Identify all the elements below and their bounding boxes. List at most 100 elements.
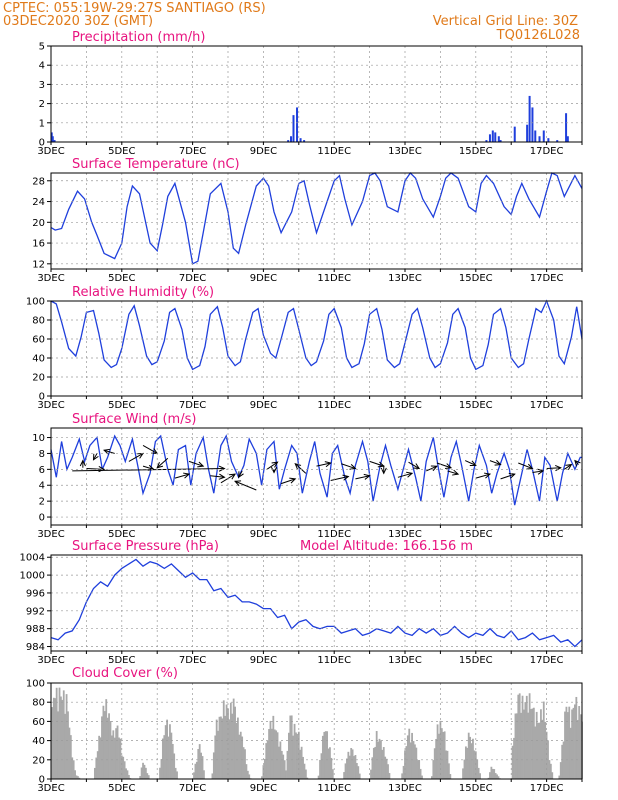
precip-bar-9: [485, 140, 488, 142]
wind-arrowhead-10: [197, 461, 205, 468]
cloud-bar-215: [489, 772, 491, 779]
cloud-bar-145: [331, 769, 334, 779]
cloud-bar-158: [370, 769, 372, 779]
cloud-bar-47: [140, 767, 143, 779]
cloud-bar-227: [517, 694, 520, 779]
cloud-bar-91: [235, 722, 238, 779]
cloud-bar-115: [279, 741, 282, 779]
cloud-bar-89: [232, 698, 235, 779]
cloud-bar-130: [300, 746, 303, 779]
cloud-bar-220: [496, 774, 498, 779]
cloud-xtick-6: 15DEC: [459, 783, 493, 794]
wind-xtick-6: 15DEC: [459, 529, 493, 540]
cloud-bar-28: [105, 699, 108, 779]
cloud-bar-63: [173, 753, 176, 779]
cloud-bar-225: [514, 713, 517, 779]
wind-arrow-26: [408, 461, 420, 469]
cloud-bar-70: [198, 744, 201, 779]
wind-xtick-7: 17DEC: [530, 529, 564, 540]
pres-xtick-2: 7DEC: [179, 655, 206, 666]
cloud-bar-248: [547, 740, 549, 779]
wind-xtick-5: 13DEC: [388, 529, 422, 540]
cloud-bar-170: [387, 764, 389, 779]
cloud-bar-81: [221, 718, 224, 779]
cloud-bar-216: [490, 766, 493, 779]
pressure-title: Surface Pressure (hPa): [72, 539, 219, 554]
precip-bar-7: [299, 138, 302, 142]
cloud-bar-80: [220, 716, 222, 779]
precip-bar-18: [531, 107, 534, 142]
cloud-bar-122: [289, 715, 292, 779]
cloud-bar-240: [535, 711, 538, 779]
cloud-bar-188: [432, 760, 435, 779]
cloud-bar-156: [357, 766, 360, 779]
cloud-bar-213: [479, 773, 481, 779]
precip-frame: [50, 45, 583, 143]
cloud-bar-246: [544, 721, 547, 779]
cloud-bar-259: [568, 706, 571, 779]
wind-arrow-20: [330, 476, 349, 481]
cloud-bar-79: [218, 716, 221, 779]
cloud-bar-137: [320, 753, 323, 779]
precip-bar-10: [488, 134, 491, 142]
pres-xtick-0: 3DEC: [37, 655, 64, 666]
temp-xtick-6: 15DEC: [459, 273, 493, 284]
wind-arrowhead-26: [413, 463, 421, 470]
pres-series-line: [50, 558, 583, 648]
cloud-bar-155: [355, 763, 358, 779]
cloud-bar-32: [110, 735, 113, 779]
cloud-bar-152: [351, 749, 354, 779]
wind-arrowhead-14: [234, 480, 242, 487]
cloud-bar-253: [559, 762, 562, 779]
cloud-bar-33: [112, 730, 115, 779]
precip-bar-1: [51, 136, 54, 142]
cloud-bar-162: [375, 731, 378, 779]
cloud-bar-181: [414, 744, 416, 779]
cloud-bar-124: [292, 735, 295, 779]
wind-title: Surface Wind (m/s): [72, 412, 196, 427]
cloud-bar-103: [262, 765, 265, 779]
precip-xtick-0: 3DEC: [37, 146, 64, 157]
cloud-bar-214: [487, 777, 490, 779]
wind-arrow-25: [397, 472, 413, 478]
cloud-bar-48: [142, 762, 144, 779]
cloud-bar-128: [297, 731, 300, 779]
cloud-bar-53: [159, 767, 161, 779]
cloud-bar-230: [521, 695, 524, 779]
precip-xtick-5: 13DEC: [388, 146, 422, 157]
wind-arrowhead-33: [508, 472, 516, 479]
wind-arrow-30: [464, 460, 477, 466]
temp-title: Surface Temperature (nC): [72, 157, 240, 172]
rh-xtick-6: 15DEC: [459, 400, 493, 411]
cloud-bar-151: [350, 748, 353, 779]
wind-arrow-10: [188, 460, 204, 467]
cloud-bar-17: [75, 775, 78, 779]
wind-arrow-32: [489, 460, 501, 466]
wind-arrowhead-32: [494, 459, 502, 466]
cloud-bar-118: [283, 760, 286, 779]
wind-arrowhead-0: [218, 465, 226, 472]
precip-bar-21: [542, 130, 545, 142]
temp-ytick-2: 20: [32, 218, 45, 229]
model-id: TQ0126L028: [496, 28, 580, 43]
cloud-bar-57: [164, 725, 167, 779]
cloud-title: Cloud Cover (%): [72, 666, 178, 681]
cloud-bar-126: [295, 732, 297, 779]
cloud-bar-100: [248, 774, 251, 779]
cloud-bar-183: [416, 760, 419, 779]
cloud-bar-202: [463, 759, 466, 779]
precip-bar-5: [292, 115, 295, 142]
temp-xtick-4: 11DEC: [317, 273, 351, 284]
pres-ytick-2: 992: [26, 606, 45, 617]
rh-xtick-0: 3DEC: [37, 400, 64, 411]
wind-arrowhead-20: [342, 474, 350, 481]
cloud-ytick-1: 20: [32, 755, 45, 766]
temp-series-line: [50, 171, 583, 265]
pres-ytick-5: 1004: [20, 553, 45, 564]
precip-bar-11: [491, 130, 494, 142]
cloud-bar-231: [523, 709, 525, 779]
cloud-ytick-4: 80: [32, 698, 45, 709]
wind-arrowhead-16: [270, 466, 278, 474]
cloud-bar-56: [163, 735, 166, 779]
cloud-bar-26: [102, 705, 105, 779]
